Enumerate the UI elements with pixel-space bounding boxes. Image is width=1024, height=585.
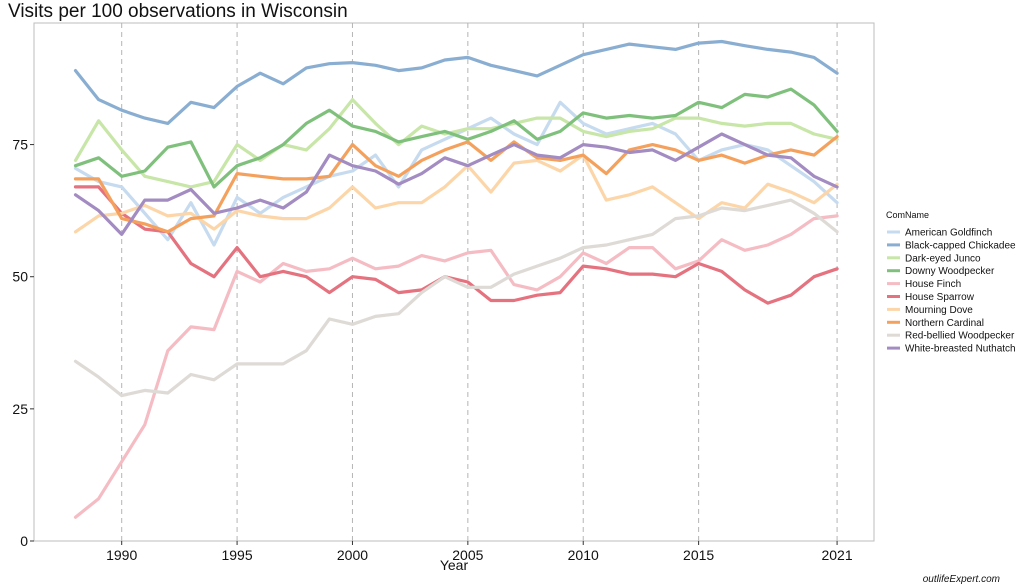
y-axis: 0 25 50 75: [12, 137, 34, 549]
y-tick-label: 50: [12, 269, 28, 285]
legend-label: American Goldfinch: [905, 228, 992, 239]
x-tick-label: 1990: [106, 547, 137, 563]
series-line-black-capped-chickadee: [73, 39, 839, 126]
y-tick-label: 75: [12, 137, 28, 153]
series-line-house-sparrow: [73, 185, 839, 305]
legend-label: Downy Woodpecker: [905, 266, 995, 277]
x-tick-label: 2015: [683, 547, 714, 563]
y-tick-label: 0: [20, 533, 28, 549]
legend-label: House Sparrow: [905, 292, 975, 303]
series-line-downy-woodpecker: [73, 87, 839, 189]
legend-label: Red-bellied Woodpecker: [905, 331, 1015, 342]
legend-label: Mourning Dove: [905, 305, 973, 316]
series-line-northern-cardinal: [73, 135, 839, 234]
legend-label: Black-capped Chickadee: [905, 240, 1016, 251]
x-tick-label: 2005: [452, 547, 483, 563]
x-tick-label: 1995: [221, 547, 252, 563]
legend-label: House Finch: [905, 279, 961, 290]
x-tick-label: 2000: [337, 547, 368, 563]
chart-title: Visits per 100 observations in Wisconsin: [8, 1, 348, 22]
series-line-white-breasted-nuthatch: [73, 132, 839, 236]
series-line-red-bellied-woodpecker: [73, 198, 839, 398]
legend-label: White-breasted Nuthatch: [905, 344, 1016, 355]
legend-label: Northern Cardinal: [905, 318, 984, 329]
series-line-house-finch: [73, 214, 839, 519]
watermark-text: outlifeExpert.com: [923, 574, 1000, 585]
y-tick-label: 25: [12, 401, 28, 417]
series-line-dark-eyed-junco: [73, 97, 839, 189]
series-lines: [73, 39, 839, 519]
legend-label: Dark-eyed Junco: [905, 253, 981, 264]
x-tick-label: 2010: [568, 547, 599, 563]
x-tick-label: 2021: [821, 547, 852, 563]
legend-title: ComName: [886, 210, 929, 220]
x-axis: 1990 1995 2000 2005 2010 2015 2021: [106, 541, 853, 563]
x-axis-label: Year: [440, 557, 469, 573]
